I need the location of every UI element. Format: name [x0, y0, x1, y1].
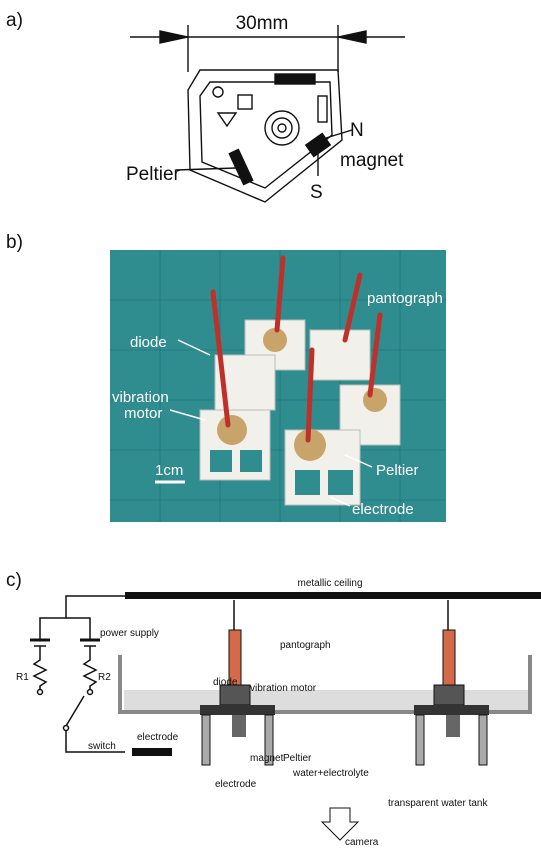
camera-label: camera — [345, 837, 379, 848]
peltier-label: Peltier — [376, 462, 419, 479]
vibration-motor-label: motor — [124, 405, 162, 422]
panel-label: c) — [6, 570, 22, 591]
electrode-label: electrode — [137, 732, 179, 743]
scale-label: 1cm — [155, 462, 183, 479]
r2-label: R2 — [98, 672, 111, 683]
tank-label: transparent water tank — [388, 798, 488, 809]
switch-label: switch — [88, 741, 116, 752]
diode-label: diode — [213, 677, 238, 688]
panel-label: b) — [6, 232, 23, 253]
north-label: N — [350, 120, 364, 141]
peltier-label: Peltier — [126, 164, 181, 185]
electrode-label: electrode — [215, 779, 257, 790]
ceiling-label: metallic ceiling — [297, 578, 362, 589]
magnet-label: magnet — [250, 753, 284, 764]
dimension-label: 30mm — [236, 13, 289, 34]
south-label: S — [310, 182, 323, 203]
power-supply-label: power supply — [100, 628, 159, 639]
electrode-label: electrode — [352, 501, 414, 518]
peltier-label: Peltier — [283, 753, 312, 764]
vibration-motor-label: vibration — [112, 389, 169, 406]
water-label: water+electrolyte — [292, 768, 369, 779]
panel-label: a) — [6, 10, 23, 31]
pantograph-label: pantograph — [367, 290, 443, 307]
magnet-label: magnet — [340, 150, 404, 171]
vibration-motor-label: vibration motor — [250, 683, 317, 694]
diode-label: diode — [130, 334, 167, 351]
figure: a) 30mm N magnet Peltier S b) — [0, 0, 541, 853]
pantograph-label: pantograph — [280, 640, 331, 651]
r1-label: R1 — [16, 672, 29, 683]
